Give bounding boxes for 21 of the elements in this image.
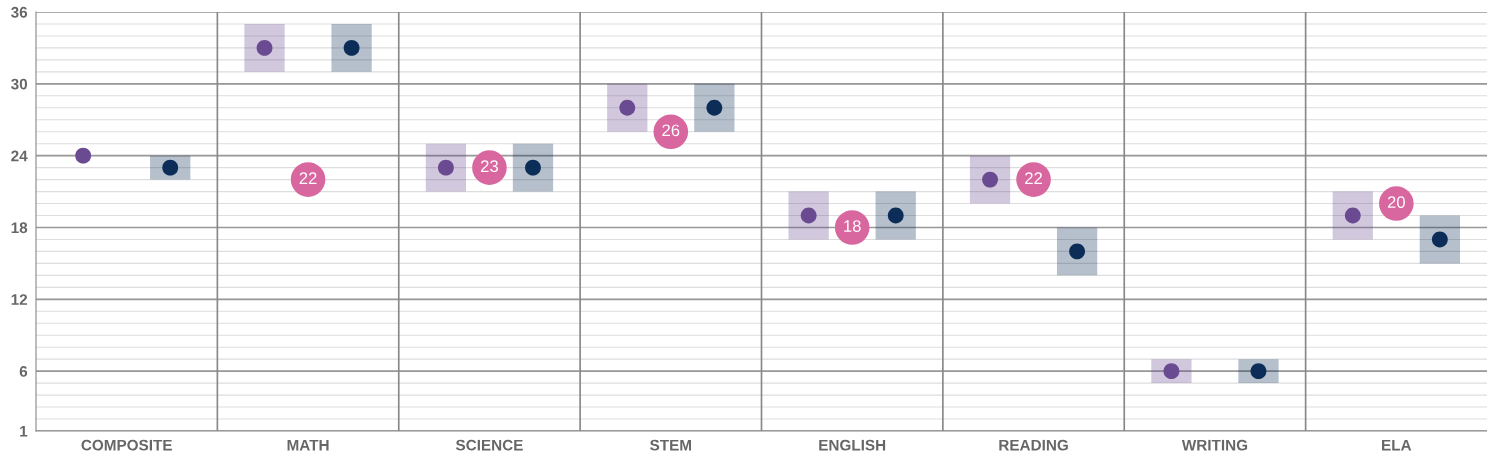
y-tick-label: 6 — [19, 366, 28, 377]
y-tick-label: 1 — [20, 426, 28, 437]
data-label: 23 — [481, 160, 498, 173]
data-label: 22 — [1025, 172, 1042, 184]
x-tick-label: READING — [999, 439, 1068, 451]
x-tick-label: SCIENCE — [455, 439, 523, 451]
data-label: 22 — [299, 172, 317, 184]
x-tick-label: COMPOSITE — [81, 439, 172, 451]
y-tick-label: 18 — [11, 222, 28, 234]
y-tick-label: 24 — [11, 150, 28, 162]
data-label: 26 — [662, 124, 680, 137]
x-tick-label: MATH — [287, 439, 329, 451]
y-tick-label: 12 — [11, 294, 28, 305]
x-tick-label: STEM — [650, 439, 692, 451]
x-tick-label: WRITING — [1181, 439, 1248, 451]
data-label: 20 — [1387, 196, 1405, 209]
data-label: 18 — [844, 220, 861, 232]
x-tick-label: ENGLISH — [819, 439, 886, 451]
y-tick-label: 30 — [11, 78, 28, 90]
y-tick-label: 36 — [11, 6, 28, 18]
x-tick-label: ELA — [1382, 439, 1412, 451]
